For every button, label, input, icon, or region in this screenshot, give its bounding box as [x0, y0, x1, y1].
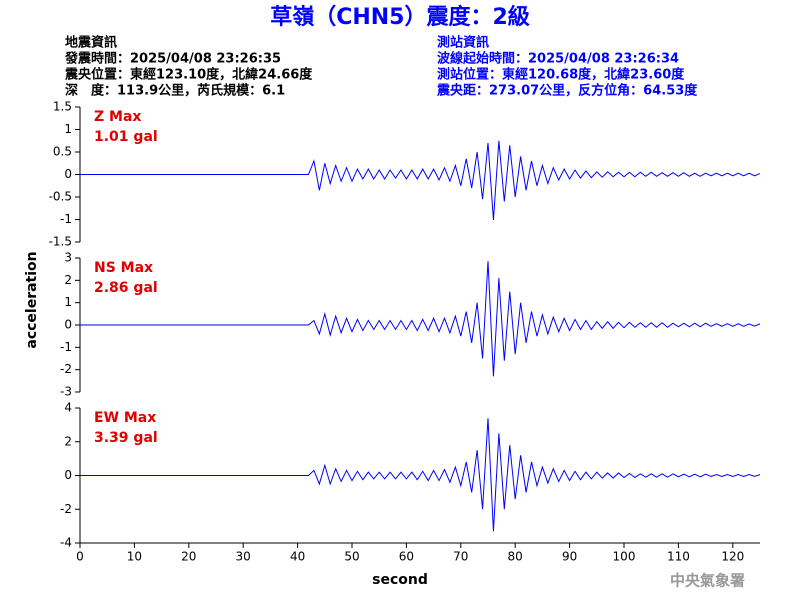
- title: 草嶺（CHN5）震度：2級: [270, 4, 530, 30]
- info-left: 發震時間：2025/04/08 23:26:35: [64, 51, 281, 67]
- x-tick-label: 70: [453, 550, 468, 564]
- y-tick-label: 0: [64, 318, 72, 332]
- info-right: 震央距：273.07公里，反方位角：64.53度: [436, 83, 698, 99]
- x-tick-label: 90: [562, 550, 577, 564]
- annotation: Z Max: [94, 109, 141, 125]
- info-left: 深 度：113.9公里，芮氏規模：6.1: [65, 83, 285, 99]
- info-right: 測站位置：東經120.68度，北緯23.60度: [437, 67, 685, 83]
- x-tick-label: 20: [181, 550, 196, 564]
- y-tick-label: -1: [60, 340, 72, 354]
- waveform: [80, 418, 761, 532]
- annotation: 1.01 gal: [94, 129, 158, 145]
- y-tick-label: 1.5: [53, 100, 72, 114]
- x-tick-label: 60: [399, 550, 414, 564]
- y-tick-label: 3: [64, 251, 72, 265]
- x-tick-label: 80: [508, 550, 523, 564]
- x-tick-label: 30: [236, 550, 251, 564]
- info-left: 地震資訊: [65, 35, 117, 51]
- waveform: [80, 140, 761, 220]
- x-tick-label: 50: [344, 550, 359, 564]
- x-tick-label: 110: [667, 550, 690, 564]
- y-tick-label: 0: [64, 468, 72, 482]
- y-tick-label: -3: [60, 385, 72, 399]
- y-tick-label: -1.5: [49, 235, 72, 249]
- annotation: NS Max: [94, 260, 153, 276]
- y-tick-label: 0: [64, 167, 72, 181]
- y-tick-label: 0.5: [53, 145, 72, 159]
- info-left: 震央位置：東經123.10度，北緯24.66度: [64, 67, 313, 83]
- y-tick-label: 4: [64, 401, 72, 415]
- x-axis-label: second: [372, 572, 428, 588]
- x-tick-label: 100: [613, 550, 636, 564]
- footer: 中央氣象署: [670, 572, 745, 590]
- waveform: [80, 261, 761, 377]
- y-tick-label: 1: [64, 122, 72, 136]
- y-tick-label: -1: [60, 212, 72, 226]
- y-tick-label: 2: [64, 273, 72, 287]
- y-tick-label: -4: [60, 536, 72, 550]
- x-tick-label: 0: [76, 550, 84, 564]
- annotation: 2.86 gal: [94, 280, 158, 296]
- x-tick-label: 10: [127, 550, 142, 564]
- info-right: 測站資訊: [437, 35, 489, 51]
- annotation: 3.39 gal: [94, 430, 158, 446]
- annotation: EW Max: [94, 410, 156, 426]
- info-right: 波線起始時間：2025/04/08 23:26:34: [437, 51, 679, 67]
- y-tick-label: -0.5: [49, 190, 72, 204]
- x-tick-label: 40: [290, 550, 305, 564]
- y-tick-label: 2: [64, 434, 72, 448]
- y-tick-label: 1: [64, 295, 72, 309]
- y-axis-label: acceleration: [24, 251, 40, 348]
- y-tick-label: -2: [60, 362, 72, 376]
- y-tick-label: -2: [60, 502, 72, 516]
- x-tick-label: 120: [721, 550, 744, 564]
